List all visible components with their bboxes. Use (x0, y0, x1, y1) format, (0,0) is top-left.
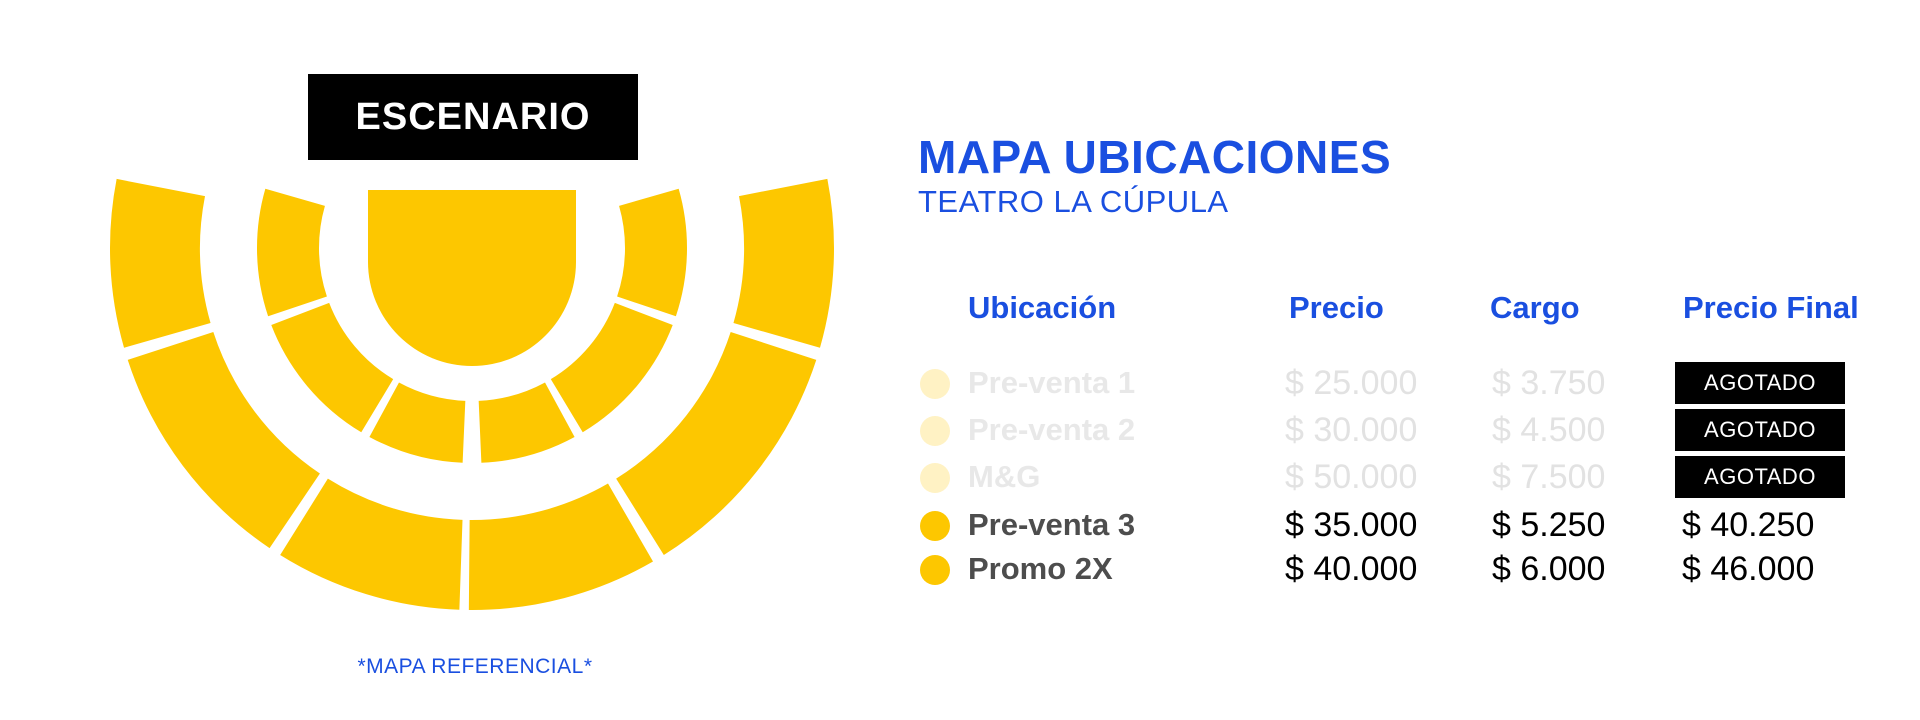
seating-section-inner-5 (271, 302, 394, 433)
seating-section-outer-4 (280, 478, 463, 610)
location-color-dot (920, 369, 950, 399)
location-name: Promo 2X (968, 551, 1113, 586)
final-price-value: $ 40.250 (1682, 506, 1815, 544)
seating-section-outer-3 (468, 483, 653, 610)
charge-value: $ 4.500 (1492, 411, 1606, 449)
price-value: $ 35.000 (1285, 506, 1418, 544)
sold-out-badge: AGOTADO (1675, 362, 1845, 404)
table-row: Pre-venta 1 $ 25.000 $ 3.750 AGOTADO (0, 362, 1920, 406)
charge-value: $ 3.750 (1492, 364, 1606, 402)
column-header-location: Ubicación (968, 290, 1117, 325)
location-name: Pre-venta 1 (968, 365, 1136, 400)
venue-subtitle: TEATRO LA CÚPULA (918, 184, 1229, 219)
sold-out-badge: AGOTADO (1675, 456, 1845, 498)
seating-section-inner-2 (550, 302, 673, 433)
seating-section-inner-6 (257, 188, 327, 317)
price-value: $ 40.000 (1285, 550, 1418, 588)
charge-value: $ 6.000 (1492, 550, 1606, 588)
location-color-dot (920, 463, 950, 493)
map-reference-note: *MAPA REFERENCIAL* (357, 655, 593, 678)
seating-section-inner-4 (369, 382, 466, 463)
final-price-value: $ 46.000 (1682, 550, 1815, 588)
charge-value: $ 5.250 (1492, 506, 1606, 544)
seating-section-inner-1 (617, 188, 687, 317)
price-value: $ 50.000 (1285, 458, 1418, 496)
location-name: M&G (968, 459, 1041, 494)
seating-section-outer-1 (733, 178, 835, 348)
seating-section-outer-6 (109, 178, 211, 348)
price-value: $ 25.000 (1285, 364, 1418, 402)
location-name: Pre-venta 3 (968, 507, 1136, 542)
location-color-dot (920, 416, 950, 446)
location-color-dot (920, 555, 950, 585)
stage-label: ESCENARIO (308, 74, 638, 160)
table-row: Pre-venta 3 $ 35.000 $ 5.250 $ 40.250 (0, 504, 1920, 548)
location-name: Pre-venta 2 (968, 412, 1136, 447)
column-header-final-price: Precio Final (1683, 290, 1859, 325)
seating-section-outer-5 (127, 332, 320, 549)
price-value: $ 30.000 (1285, 411, 1418, 449)
sold-out-badge: AGOTADO (1675, 409, 1845, 451)
location-color-dot (920, 511, 950, 541)
page-title: MAPA UBICACIONES (918, 131, 1392, 183)
table-row: Promo 2X $ 40.000 $ 6.000 $ 46.000 (0, 548, 1920, 592)
seating-section-floor (368, 190, 576, 366)
column-header-price: Precio (1289, 290, 1384, 325)
table-row: M&G $ 50.000 $ 7.500 AGOTADO (0, 456, 1920, 500)
seating-section-inner-3 (478, 382, 575, 463)
table-row: Pre-venta 2 $ 30.000 $ 4.500 AGOTADO (0, 409, 1920, 453)
seating-section-outer-2 (616, 332, 817, 555)
charge-value: $ 7.500 (1492, 458, 1606, 496)
column-header-charge: Cargo (1490, 290, 1580, 325)
